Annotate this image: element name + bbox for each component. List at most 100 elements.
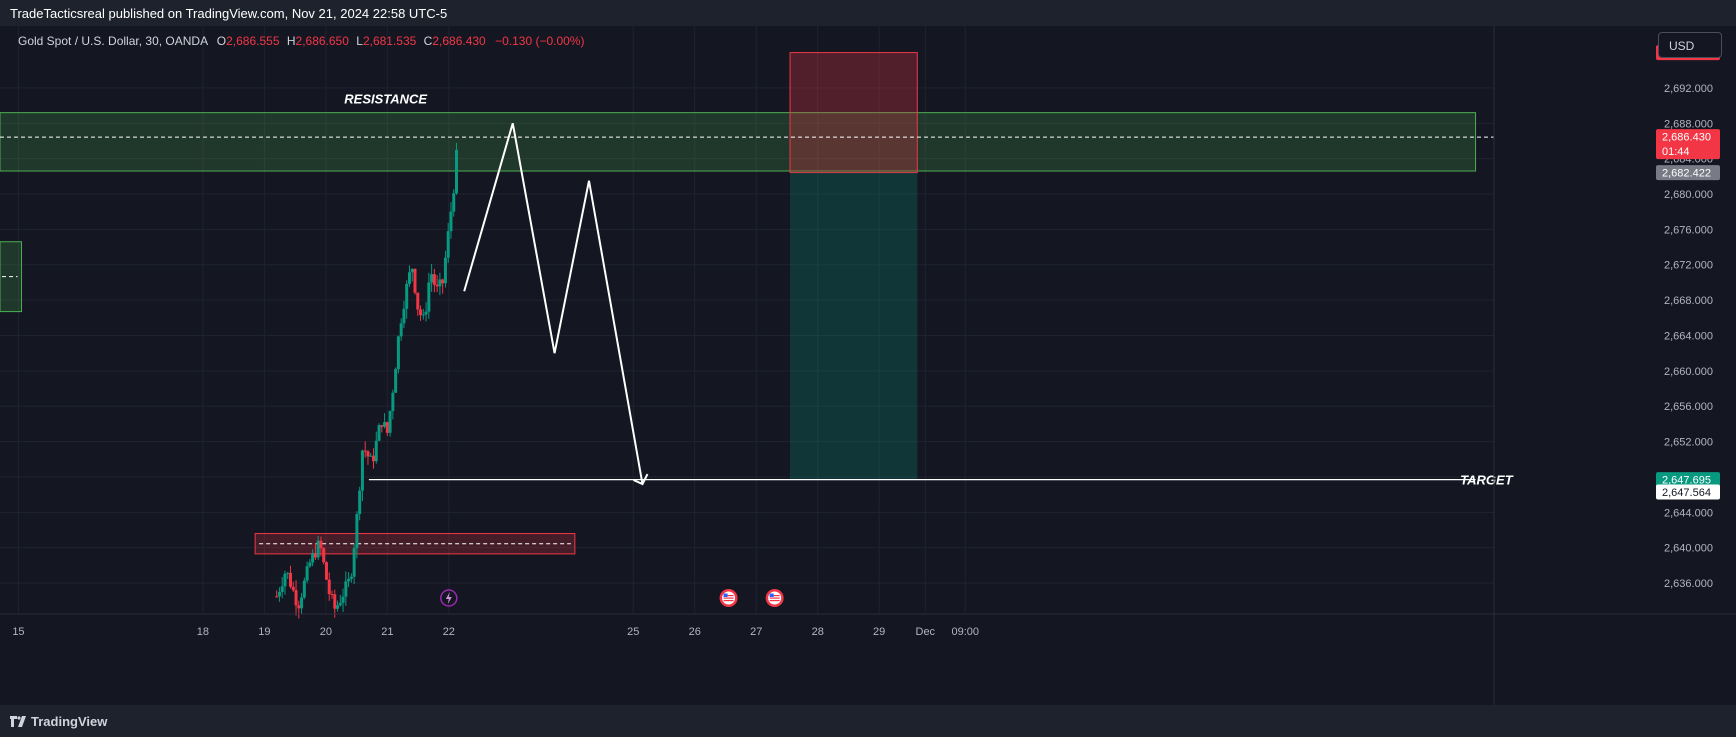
candle-body bbox=[374, 440, 378, 462]
y-tick-label: 2,668.000 bbox=[1664, 295, 1713, 307]
tradingview-logo[interactable]: TradingView bbox=[10, 713, 107, 729]
candle bbox=[338, 594, 342, 607]
candle-body bbox=[421, 314, 425, 316]
candle bbox=[308, 558, 312, 568]
tradingview-brand: TradingView bbox=[31, 713, 108, 729]
candle-body bbox=[438, 279, 442, 287]
candle bbox=[413, 268, 417, 295]
y-tick-label: 2,636.000 bbox=[1664, 578, 1713, 590]
candle-body bbox=[297, 605, 301, 609]
candle bbox=[316, 535, 320, 560]
price-label-text: 2,682.422 bbox=[1662, 168, 1711, 180]
candle-body bbox=[399, 323, 403, 337]
chart-background bbox=[0, 26, 1736, 705]
candle-body bbox=[344, 581, 348, 597]
candle bbox=[435, 275, 439, 293]
candle bbox=[380, 424, 384, 433]
candle bbox=[443, 250, 447, 288]
symbol-legend[interactable]: Gold Spot / U.S. Dollar, 30, OANDA O2,68… bbox=[18, 34, 584, 48]
y-tick-label: 2,644.000 bbox=[1664, 507, 1713, 519]
x-tick-label: 25 bbox=[627, 626, 639, 638]
x-tick-label: Dec bbox=[916, 626, 936, 638]
candle bbox=[319, 536, 323, 557]
candle bbox=[452, 189, 456, 217]
candle-body bbox=[347, 578, 351, 582]
candle bbox=[275, 590, 279, 598]
candle-body bbox=[407, 272, 411, 284]
candle bbox=[286, 572, 290, 579]
candle-body bbox=[275, 596, 279, 598]
candle bbox=[446, 222, 450, 264]
candle-body bbox=[449, 211, 453, 232]
candle bbox=[344, 571, 348, 606]
candle bbox=[396, 335, 400, 374]
candle-body bbox=[385, 422, 389, 433]
candle bbox=[419, 305, 423, 321]
currency-button[interactable]: USD bbox=[1658, 32, 1722, 58]
y-tick-label: 2,672.000 bbox=[1664, 260, 1713, 272]
candle bbox=[352, 544, 356, 585]
y-tick-label: 2,640.000 bbox=[1664, 543, 1713, 555]
candle-body bbox=[363, 450, 367, 452]
x-tick-label: 18 bbox=[197, 626, 209, 638]
candle bbox=[358, 486, 362, 521]
candle bbox=[283, 570, 287, 595]
publisher-line: TradeTacticsreal published on TradingVie… bbox=[10, 6, 448, 21]
candle bbox=[385, 421, 389, 436]
candle-body bbox=[446, 231, 450, 258]
candle-body bbox=[355, 514, 359, 549]
candle bbox=[324, 561, 328, 581]
candle bbox=[455, 142, 458, 195]
candle-body bbox=[388, 411, 392, 433]
candle bbox=[410, 268, 414, 282]
candle-body bbox=[294, 590, 298, 606]
candle-body bbox=[430, 274, 434, 283]
y-tick-label: 2,692.000 bbox=[1664, 83, 1713, 95]
candle-body bbox=[313, 552, 317, 558]
candle-body bbox=[391, 392, 395, 412]
candle bbox=[333, 589, 337, 618]
candle-body bbox=[319, 540, 323, 549]
change-value: −0.130 (−0.00%) bbox=[495, 34, 585, 48]
x-tick-label: 29 bbox=[873, 626, 885, 638]
price-label-countdown: 01:44 bbox=[1662, 146, 1690, 158]
candle-body bbox=[419, 309, 423, 316]
candle-body bbox=[322, 548, 326, 563]
candle-body bbox=[330, 594, 334, 596]
close-label: C bbox=[423, 34, 433, 48]
candle bbox=[300, 592, 304, 615]
candle bbox=[327, 572, 331, 601]
candle bbox=[322, 546, 326, 565]
zone-resistance bbox=[0, 112, 1477, 172]
price-label: 2,682.422 bbox=[1656, 165, 1720, 181]
candle bbox=[449, 202, 453, 239]
x-tick-label: 28 bbox=[812, 626, 824, 638]
candle-body bbox=[336, 605, 340, 609]
open-value: 2,686.555 bbox=[226, 34, 280, 48]
candle-body bbox=[416, 292, 420, 310]
candle-body bbox=[311, 552, 315, 563]
candle-body bbox=[283, 573, 287, 587]
close-value: 2,686.430 bbox=[432, 34, 486, 48]
candle bbox=[388, 410, 392, 437]
candle bbox=[277, 587, 281, 602]
candle-body bbox=[333, 594, 337, 609]
candle-body bbox=[372, 455, 375, 462]
candle-body bbox=[380, 425, 384, 427]
candle-body bbox=[383, 422, 387, 427]
price-chart[interactable]: RESISTANCE TARGET 2,636.000 2,640.000 2,644.… bbox=[0, 26, 1736, 705]
candle bbox=[347, 572, 351, 588]
candle-body bbox=[432, 274, 436, 285]
annotation-target: TARGET bbox=[1460, 473, 1514, 488]
candle bbox=[280, 577, 284, 599]
candle bbox=[430, 263, 434, 292]
candle bbox=[377, 423, 381, 442]
candle bbox=[349, 573, 353, 583]
price-label: 2,647.695 bbox=[1656, 472, 1720, 488]
open-label: O bbox=[216, 34, 227, 48]
x-tick-label: 26 bbox=[689, 626, 701, 638]
candle bbox=[374, 431, 378, 464]
candle-body bbox=[308, 562, 312, 567]
bottom-bar: TradingView bbox=[0, 705, 1736, 737]
y-tick-label: 2,652.000 bbox=[1664, 437, 1713, 449]
